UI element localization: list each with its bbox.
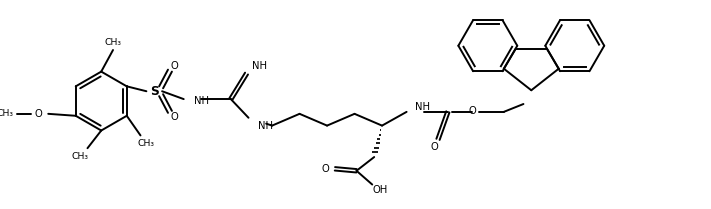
Text: O: O: [35, 109, 42, 119]
Text: CH₃: CH₃: [71, 152, 88, 161]
Text: NH: NH: [252, 61, 267, 71]
Text: O: O: [469, 106, 476, 116]
Text: CH₃: CH₃: [0, 109, 14, 118]
Text: NH: NH: [193, 96, 208, 106]
Text: CH₃: CH₃: [138, 139, 155, 148]
Text: O: O: [170, 61, 178, 71]
Text: O: O: [321, 164, 329, 174]
Text: O: O: [430, 142, 438, 152]
Text: CH₃: CH₃: [105, 38, 122, 47]
Text: O: O: [170, 112, 178, 122]
Text: NH: NH: [258, 121, 273, 131]
Text: NH: NH: [415, 102, 430, 112]
Text: S: S: [150, 85, 159, 98]
Text: OH: OH: [373, 185, 387, 195]
